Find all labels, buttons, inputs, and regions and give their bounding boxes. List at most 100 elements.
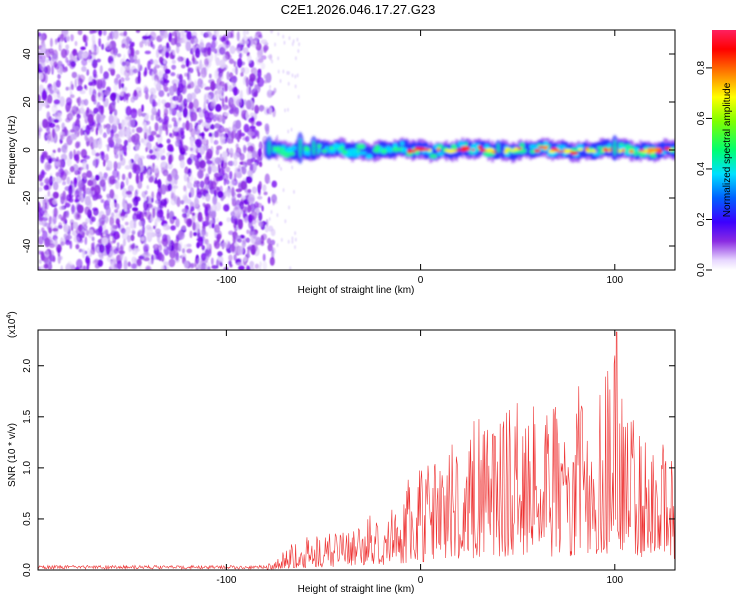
noise-blob [137, 75, 141, 84]
noise-blob [55, 79, 61, 88]
noise-blob [118, 250, 126, 255]
noise-blob [82, 224, 88, 232]
noise-blob [67, 35, 70, 42]
noise-blob [55, 161, 61, 166]
noise-blob [153, 79, 160, 87]
noise-blob [122, 238, 126, 247]
y-tick-label: 0.0 [22, 563, 33, 577]
noise-blob [80, 127, 84, 136]
noise-blob [180, 56, 187, 64]
noise-blob [201, 228, 207, 237]
noise-blob [276, 243, 279, 248]
noise-blob [54, 239, 58, 248]
noise-blob [91, 149, 96, 156]
noise-blob [113, 199, 117, 204]
noise-blob [91, 44, 96, 53]
noise-blob [166, 174, 173, 182]
noise-blob [245, 237, 251, 243]
noise-blob [98, 30, 103, 36]
noise-blob [206, 148, 213, 160]
noise-blob [113, 83, 119, 92]
noise-blob [100, 199, 105, 203]
noise-blob [162, 147, 166, 154]
noise-blob [259, 261, 262, 268]
noise-blob [173, 256, 180, 263]
noise-blob [78, 107, 85, 114]
noise-blob [201, 244, 205, 251]
noise-blob [38, 235, 44, 245]
noise-blob [124, 60, 131, 71]
noise-blob [137, 58, 141, 69]
noise-blob [45, 48, 51, 59]
colorbar-tick-label: 0.6 [696, 111, 707, 125]
x-tick-label: -100 [216, 275, 236, 286]
noise-blob [113, 161, 118, 171]
band-hotspot [637, 149, 646, 152]
noise-blob [214, 51, 218, 62]
noise-blob [51, 64, 54, 73]
noise-blob [231, 131, 234, 142]
noise-blob [223, 112, 230, 117]
noise-blob [143, 121, 147, 131]
band-hotspot [654, 147, 660, 150]
noise-blob [135, 144, 140, 151]
noise-blob [38, 174, 43, 182]
noise-blob [257, 130, 260, 140]
noise-blob [200, 252, 207, 262]
noise-blob [189, 230, 193, 239]
noise-blob [144, 129, 150, 139]
noise-blob [75, 227, 82, 235]
noise-blob [174, 95, 180, 105]
band-core [359, 143, 363, 157]
noise-blob [167, 183, 173, 192]
noise-blob [284, 219, 287, 224]
noise-blob [237, 182, 241, 188]
noise-blob [52, 181, 59, 191]
noise-blob [180, 199, 185, 205]
noise-blob [92, 207, 99, 212]
noise-blob [175, 45, 180, 54]
noise-blob [70, 34, 74, 42]
noise-blob [181, 145, 189, 152]
noise-blob [118, 79, 122, 90]
noise-blob [156, 191, 162, 202]
noise-blob [50, 135, 57, 143]
noise-blob [130, 263, 137, 269]
noise-blob [192, 221, 196, 231]
noise-blob [172, 216, 177, 220]
noise-blob [236, 31, 240, 42]
noise-blob [138, 90, 142, 98]
noise-blob [137, 108, 143, 117]
noise-blob [267, 54, 273, 59]
chart-title: C2E1.2026.046.17.27.G23 [281, 2, 436, 17]
noise-blob [226, 40, 230, 46]
noise-blob [42, 216, 48, 222]
noise-blob [247, 189, 252, 193]
noise-blob [246, 30, 249, 35]
noise-blob [228, 84, 233, 92]
band-blob [350, 152, 361, 158]
noise-blob [230, 103, 236, 115]
noise-blob [125, 176, 129, 186]
band-core [371, 147, 375, 158]
noise-blob [186, 30, 192, 41]
noise-blob [264, 173, 270, 184]
noise-blob [86, 163, 89, 171]
noise-blob [144, 251, 150, 258]
noise-blob [241, 109, 247, 119]
band-core [345, 144, 349, 155]
noise-blob [258, 190, 261, 196]
band-blob [596, 146, 604, 150]
noise-blob [59, 65, 63, 75]
noise-blob [294, 84, 297, 89]
noise-blob [252, 162, 258, 172]
band-hotspot [461, 147, 467, 151]
noise-blob [47, 94, 53, 104]
noise-blob [105, 244, 111, 255]
noise-blob [236, 193, 242, 198]
band-core [503, 143, 507, 158]
noise-blob [44, 237, 51, 248]
noise-blob [200, 31, 204, 36]
band-blob [429, 153, 438, 159]
